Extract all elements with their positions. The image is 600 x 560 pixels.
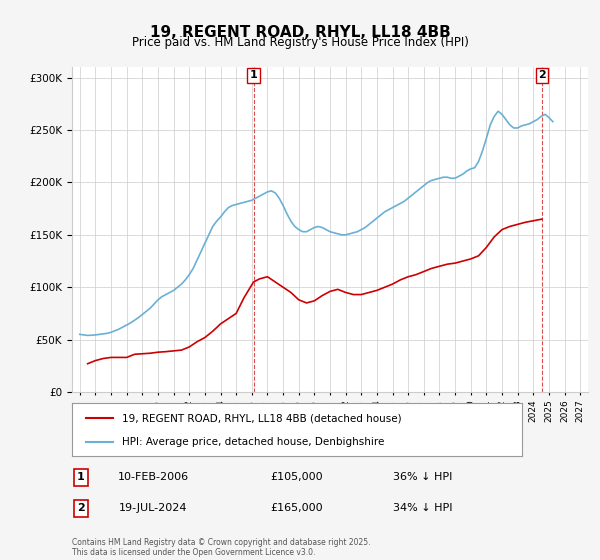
- Text: 1: 1: [250, 71, 257, 81]
- Text: 36% ↓ HPI: 36% ↓ HPI: [394, 473, 452, 482]
- Text: 34% ↓ HPI: 34% ↓ HPI: [393, 503, 453, 513]
- Text: 2: 2: [538, 71, 546, 81]
- Text: 10-FEB-2006: 10-FEB-2006: [118, 473, 188, 482]
- Text: Contains HM Land Registry data © Crown copyright and database right 2025.
This d: Contains HM Land Registry data © Crown c…: [72, 538, 371, 557]
- Text: £105,000: £105,000: [271, 473, 323, 482]
- Text: HPI: Average price, detached house, Denbighshire: HPI: Average price, detached house, Denb…: [121, 436, 384, 446]
- Text: 2: 2: [77, 503, 85, 513]
- Text: 19, REGENT ROAD, RHYL, LL18 4BB (detached house): 19, REGENT ROAD, RHYL, LL18 4BB (detache…: [121, 413, 401, 423]
- Text: Price paid vs. HM Land Registry's House Price Index (HPI): Price paid vs. HM Land Registry's House …: [131, 36, 469, 49]
- Text: £165,000: £165,000: [271, 503, 323, 513]
- Text: 1: 1: [77, 473, 85, 482]
- Text: 19, REGENT ROAD, RHYL, LL18 4BB: 19, REGENT ROAD, RHYL, LL18 4BB: [149, 25, 451, 40]
- Text: 19-JUL-2024: 19-JUL-2024: [119, 503, 187, 513]
